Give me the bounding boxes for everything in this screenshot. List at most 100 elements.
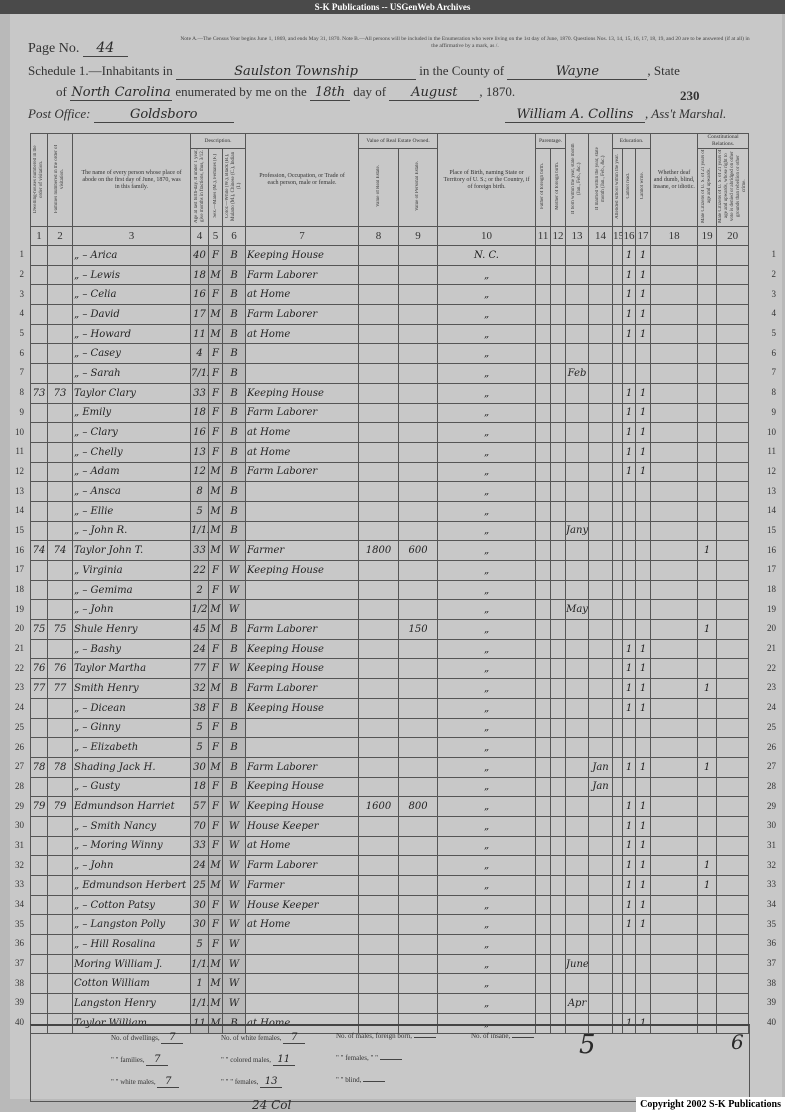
cannot-write xyxy=(635,363,652,384)
attended-school xyxy=(612,343,624,365)
married-month xyxy=(588,678,614,699)
occupation: Farm Laborer xyxy=(245,264,360,286)
born-month xyxy=(565,422,590,443)
sex: M xyxy=(208,973,223,995)
line-number-right: 29 xyxy=(767,800,776,811)
attended-school xyxy=(612,815,624,837)
sex: M xyxy=(208,304,223,325)
line-number-right: 39 xyxy=(767,997,776,1008)
person-name: Taylor Martha xyxy=(72,658,191,680)
cannot-read: 1 xyxy=(622,245,637,266)
cannot-write: 1 xyxy=(635,264,652,286)
dwelling-number xyxy=(30,953,48,975)
dwelling-number xyxy=(30,481,48,502)
attended-school xyxy=(612,560,624,581)
margin-note: 24 Col xyxy=(252,1098,292,1112)
male-citizen: 1 xyxy=(697,855,718,876)
mother-foreign xyxy=(550,875,567,896)
male-citizen xyxy=(697,776,718,798)
birthplace: „ xyxy=(437,934,537,955)
vote-denied xyxy=(716,343,750,365)
cannot-write: 1 xyxy=(635,835,652,857)
personal-estate-value xyxy=(398,638,439,660)
state-value: North Carolina xyxy=(70,85,173,101)
person-name: Shading Jack H. xyxy=(72,756,191,778)
personal-estate-value xyxy=(398,363,439,384)
mother-foreign xyxy=(550,993,567,1014)
dwelling-number xyxy=(30,717,48,739)
cannot-read: 1 xyxy=(622,638,637,660)
mother-foreign xyxy=(550,835,567,857)
disability xyxy=(650,382,699,404)
male-citizen xyxy=(697,560,718,581)
attended-school xyxy=(612,304,624,325)
cannot-write: 1 xyxy=(635,402,652,424)
month-value: August xyxy=(389,85,480,101)
age: 11 xyxy=(190,323,209,345)
family-number xyxy=(47,697,73,719)
attended-school xyxy=(612,363,624,384)
color: W xyxy=(221,855,247,876)
personal-estate-value xyxy=(398,973,439,995)
attended-school xyxy=(612,678,624,699)
cannot-read: 1 xyxy=(622,323,637,345)
county-value: Wayne xyxy=(507,64,648,80)
male-citizen xyxy=(697,599,718,621)
disability xyxy=(650,894,699,916)
personal-estate-value xyxy=(398,402,439,424)
father-foreign xyxy=(535,638,552,660)
male-citizen xyxy=(697,993,718,1014)
column-number-12: 12 xyxy=(550,226,567,246)
census-row: 75 75 Shule Henry 45 M B Farm Laborer 150 „ 1 xyxy=(30,619,750,640)
male-citizen xyxy=(697,737,718,758)
vote-denied xyxy=(716,638,750,660)
line-number-right: 5 xyxy=(771,328,777,339)
col-heading-20: Male Citizens of U. S. of 21 years of ag… xyxy=(716,148,750,227)
sex: F xyxy=(208,441,223,463)
age: 22 xyxy=(190,560,209,581)
real-estate-value xyxy=(358,382,400,404)
age: 18 xyxy=(190,402,209,424)
occupation: at Home xyxy=(245,441,360,463)
sex: M xyxy=(208,875,223,896)
father-foreign xyxy=(535,422,552,443)
disability xyxy=(650,638,699,660)
father-foreign xyxy=(535,402,552,424)
line-number-left: 13 xyxy=(15,485,24,496)
male-citizen xyxy=(697,382,718,404)
cannot-write: 1 xyxy=(635,382,652,404)
real-estate-value xyxy=(358,560,400,581)
person-name: „ – Langston Polly xyxy=(72,914,191,936)
mother-foreign xyxy=(550,737,567,758)
dwelling-number xyxy=(30,441,48,463)
dwelling-number: 77 xyxy=(30,678,48,699)
born-month xyxy=(565,973,590,995)
day-value: 18th xyxy=(310,85,350,101)
disability xyxy=(650,264,699,286)
age: 5 xyxy=(190,934,209,955)
insane-count: No. of insane, xyxy=(471,1032,535,1040)
age: 40 xyxy=(190,245,209,266)
birthplace: „ xyxy=(437,973,537,995)
born-month xyxy=(565,894,590,916)
attended-school xyxy=(612,264,624,286)
occupation xyxy=(245,579,360,601)
birthplace: „ xyxy=(437,737,537,758)
father-foreign xyxy=(535,481,552,502)
census-row: „ – Ellie 5 M B „ xyxy=(30,500,750,522)
group-description: Description. xyxy=(189,133,247,149)
vote-denied xyxy=(716,540,750,561)
line-number-left: 29 xyxy=(15,800,24,811)
column-number-11: 11 xyxy=(535,226,552,246)
disability xyxy=(650,697,699,719)
married-month xyxy=(588,796,614,817)
marshal-line: William A. Collins, Ass't Marshal. xyxy=(505,106,726,123)
personal-estate-value xyxy=(398,264,439,286)
person-name: Moring William J. xyxy=(72,953,191,975)
col-heading-13: If born within the year, state month (Ja… xyxy=(565,133,590,227)
cannot-read: 1 xyxy=(622,461,637,483)
cannot-write: 1 xyxy=(635,304,652,325)
line-number-right: 33 xyxy=(767,879,776,890)
color: B xyxy=(221,500,247,522)
personal-estate-value xyxy=(398,382,439,404)
